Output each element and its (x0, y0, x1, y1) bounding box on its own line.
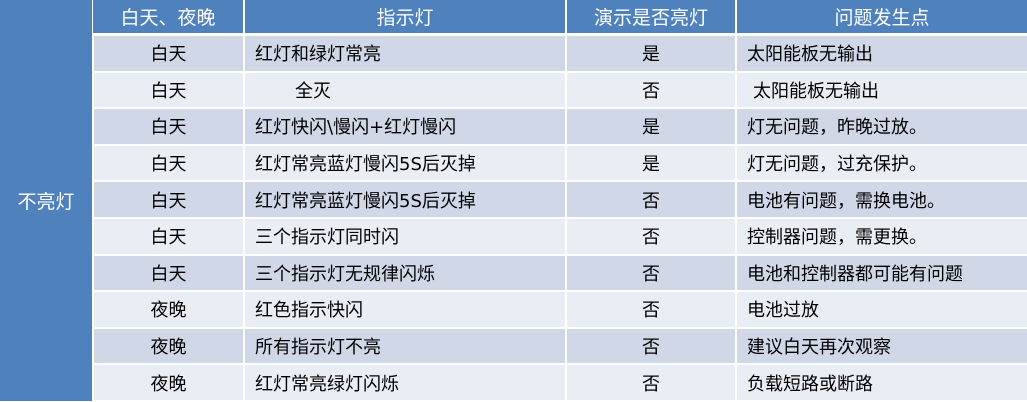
cell-time: 白天 (92, 216, 245, 256)
cell-demo-lit: 否 (565, 180, 737, 219)
header-time: 白天、夜晚 (93, 0, 245, 36)
cell-demo-lit: 否 (565, 326, 737, 366)
cell-demo-lit: 否 (565, 363, 737, 402)
cell-problem: 负载短路或断路 (735, 363, 1027, 402)
cell-indicator: 全灭 (243, 70, 567, 110)
cell-problem: 建议白天再次观察 (735, 326, 1027, 366)
header-indicator: 指示灯 (244, 0, 567, 36)
cell-demo-lit: 否 (565, 216, 737, 256)
cell-demo-lit: 是 (565, 107, 737, 146)
header-problem: 问题发生点 (736, 0, 1027, 36)
table-row: 夜晚 红色指示快闪否电池过放 (92, 290, 1027, 329)
cell-demo-lit: 是 (565, 33, 737, 73)
cell-time: 白天 (92, 253, 245, 293)
table-row: 白天 红灯和绿灯常亮是太阳能板无输出 (92, 33, 1027, 73)
cell-problem: 电池和控制器都可能有问题 (735, 253, 1027, 293)
cell-problem: 电池有问题，需换电池。 (735, 180, 1027, 219)
header-row: 白天、夜晚 指示灯 演示是否亮灯 问题发生点 (93, 0, 1027, 36)
cell-problem: 电池过放 (735, 290, 1027, 329)
cell-problem: 控制器问题，需更换。 (735, 216, 1027, 256)
cell-time: 夜晚 (92, 290, 245, 329)
cell-problem: 太阳能板无输出 (735, 33, 1027, 73)
cell-indicator: 红色指示快闪 (243, 290, 567, 329)
cell-demo-lit: 否 (565, 70, 737, 110)
table-row: 白天 红灯快闪\慢闪+红灯慢闪是灯无问题，昨晚过放。 (92, 107, 1027, 146)
cell-demo-lit: 是 (565, 143, 737, 183)
cell-problem: 灯无问题，过充保护。 (735, 143, 1027, 183)
cell-indicator: 红灯常亮蓝灯慢闪5S后灭掉 (243, 180, 567, 219)
table-row: 白天 三个指示灯同时闪否控制器问题，需更换。 (92, 216, 1027, 256)
cell-indicator: 红灯和绿灯常亮 (243, 33, 567, 73)
table-row: 白天 红灯常亮蓝灯慢闪5S后灭掉否电池有问题，需换电池。 (92, 180, 1027, 219)
cell-demo-lit: 否 (565, 290, 737, 329)
header-demo-lit: 演示是否亮灯 (566, 0, 737, 36)
table-row: 夜晚 红灯常亮绿灯闪烁否负载短路或断路 (92, 363, 1027, 402)
cell-time: 白天 (92, 143, 245, 183)
table-row: 夜晚 所有指示灯不亮否建议白天再次观察 (92, 326, 1027, 366)
cell-time: 白天 (92, 70, 245, 110)
cell-demo-lit: 否 (565, 253, 737, 293)
table-row: 白天 三个指示灯无规律闪烁否电池和控制器都可能有问题 (92, 253, 1027, 293)
cell-time: 夜晚 (92, 326, 245, 366)
cell-indicator: 红灯常亮绿灯闪烁 (243, 363, 567, 402)
table-row: 白天 红灯常亮蓝灯慢闪5S后灭掉是灯无问题，过充保护。 (92, 143, 1027, 183)
cell-indicator: 红灯快闪\慢闪+红灯慢闪 (243, 107, 567, 146)
cell-indicator: 三个指示灯同时闪 (243, 216, 567, 256)
cell-indicator: 红灯常亮蓝灯慢闪5S后灭掉 (243, 143, 567, 183)
cell-time: 白天 (92, 33, 245, 73)
cell-problem: 灯无问题，昨晚过放。 (735, 107, 1027, 146)
table-row: 白天 全灭否太阳能板无输出 (92, 70, 1027, 110)
cell-time: 夜晚 (92, 363, 245, 402)
cell-indicator: 所有指示灯不亮 (243, 326, 567, 366)
cell-time: 白天 (92, 180, 245, 219)
cell-problem: 太阳能板无输出 (735, 70, 1027, 110)
category-label: 不亮灯 (0, 0, 92, 401)
cell-time: 白天 (92, 107, 245, 146)
cell-indicator: 三个指示灯无规律闪烁 (243, 253, 567, 293)
troubleshooting-table: 白天、夜晚 指示灯 演示是否亮灯 问题发生点 白天 红灯和绿灯常亮是太阳能板无输出… (92, 0, 1027, 402)
